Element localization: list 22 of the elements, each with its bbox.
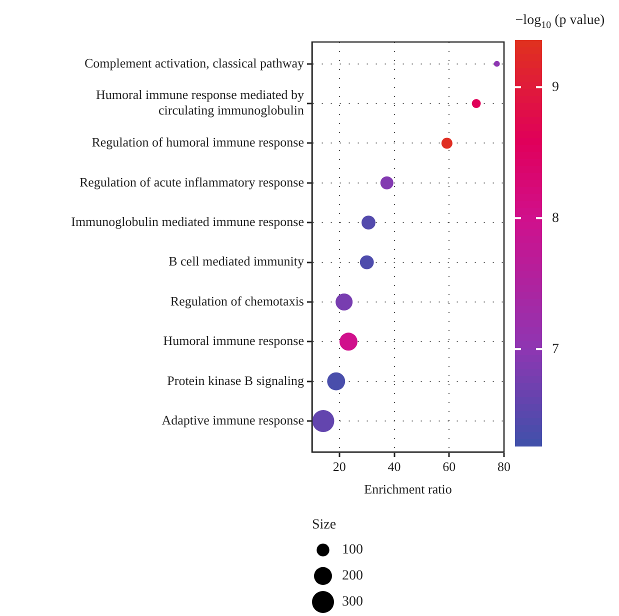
- y-tick-label: Adaptive immune response: [162, 412, 304, 428]
- color-bar-label: 7: [552, 342, 559, 357]
- x-tick-label: 40: [388, 459, 401, 474]
- y-tick-label: Protein kinase B signaling: [167, 372, 304, 388]
- y-tick-label: B cell mediated immunity: [168, 254, 304, 269]
- legend-label: 300: [342, 594, 363, 610]
- y-tick-label: Humoral immune response: [163, 333, 304, 348]
- y-tick-label: Humoral immune response mediated by circulating immunoglobulin: [96, 87, 304, 118]
- x-axis-title: Enrichment ratio: [364, 482, 452, 497]
- color-bar-label: 8: [552, 210, 559, 226]
- y-tick-label: Immunoglobulin mediated immune response: [71, 214, 304, 230]
- y-tick-label: Regulation of humoral immune response: [92, 134, 304, 150]
- x-tick-label: 80: [498, 459, 510, 474]
- legend-label: 100: [342, 542, 363, 558]
- y-tick-label: Complement activation, classical pathway: [84, 55, 304, 70]
- x-tick-label: 20: [332, 459, 346, 474]
- legend-title: Size: [312, 518, 336, 533]
- y-tick-label: Regulation of acute inflammatory response: [79, 174, 304, 190]
- color-bar-label: 9: [552, 80, 559, 95]
- x-tick-label: 60: [442, 459, 456, 474]
- y-tick-label: Regulation of chemotaxis: [170, 293, 304, 308]
- legend-label: 200: [342, 568, 363, 584]
